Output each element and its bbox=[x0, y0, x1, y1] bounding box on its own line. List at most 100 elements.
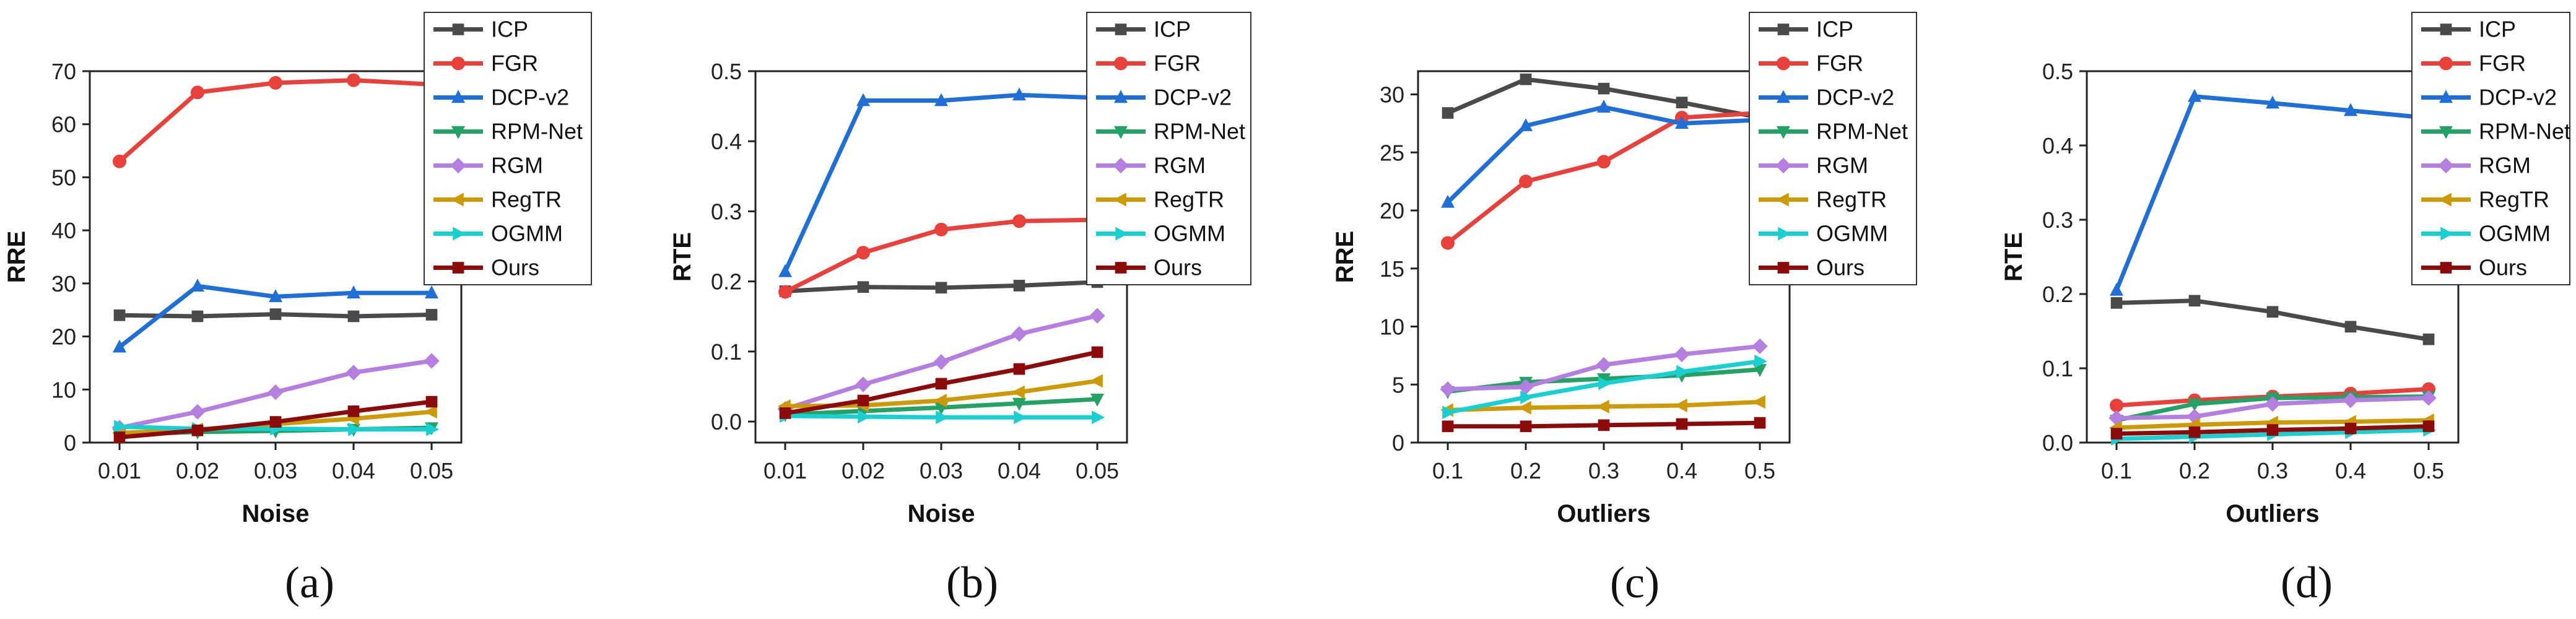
x-axis-label: Noise bbox=[242, 500, 310, 527]
legend-item: RPM-Net bbox=[1759, 119, 1908, 144]
data-point bbox=[1013, 280, 1025, 292]
data-point bbox=[191, 424, 204, 436]
legend-item: ICP bbox=[2421, 17, 2516, 42]
series-ogmm bbox=[1442, 354, 1768, 420]
legend-marker bbox=[1777, 56, 1790, 71]
legend-marker bbox=[452, 24, 464, 35]
legend-item: RGM bbox=[2421, 153, 2531, 178]
x-tick-label: 0.5 bbox=[2413, 458, 2444, 483]
chart-c: 0 5 10 15 20 25 30 0.1 0.2 0.3 0.4 0.5 Outliers RRE IC… bbox=[1331, 12, 1917, 607]
y-tick-label: 0.0 bbox=[711, 409, 742, 435]
legend-item: Ours bbox=[2421, 255, 2527, 280]
data-point bbox=[1752, 338, 1768, 355]
legend-label: RPM-Net bbox=[2479, 119, 2570, 144]
legend-item: DCP-v2 bbox=[2421, 85, 2557, 110]
legend-marker bbox=[1115, 24, 1127, 35]
y-axis-label: RTE bbox=[669, 232, 696, 282]
data-point bbox=[1519, 175, 1533, 189]
legend-marker bbox=[2440, 24, 2452, 35]
legend-marker bbox=[1777, 24, 1790, 35]
data-point bbox=[857, 281, 869, 293]
data-point bbox=[1441, 194, 1455, 208]
series-line bbox=[1446, 111, 1760, 245]
data-point bbox=[2344, 321, 2357, 333]
y-tick-label: 50 bbox=[51, 165, 76, 190]
legend-marker bbox=[2439, 56, 2453, 71]
legend-marker bbox=[1113, 157, 1129, 174]
legend-label: RegTR bbox=[1154, 187, 1224, 212]
series-ours bbox=[113, 396, 438, 443]
y-tick-label: 5 bbox=[1392, 372, 1404, 397]
y-tick-label: 0.3 bbox=[711, 199, 742, 224]
data-point bbox=[2421, 390, 2437, 406]
legend-item: RGM bbox=[1759, 153, 1868, 178]
y-axis-label: RRE bbox=[1331, 231, 1359, 283]
data-point bbox=[191, 310, 204, 322]
data-point bbox=[1440, 381, 1456, 397]
legend-item: ICP bbox=[1759, 17, 1853, 42]
x-tick-label: 0.4 bbox=[1666, 458, 1697, 483]
legend-item: FGR bbox=[1759, 51, 1863, 76]
legend-label: RegTR bbox=[1816, 187, 1887, 212]
legend-label: DCP-v2 bbox=[491, 85, 569, 110]
legend-item: ICP bbox=[1096, 17, 1191, 42]
x-tick-label: 0.05 bbox=[410, 458, 453, 483]
legend-item: RPM-Net bbox=[2421, 119, 2570, 144]
legend-item: DCP-v2 bbox=[1759, 85, 1894, 110]
data-point bbox=[1442, 107, 1454, 119]
y-tick-label: 30 bbox=[51, 271, 76, 297]
series-fgr bbox=[113, 73, 438, 168]
data-point bbox=[1598, 419, 1610, 431]
y-tick-label: 0.5 bbox=[2042, 59, 2073, 84]
legend-item: DCP-v2 bbox=[433, 85, 569, 110]
legend-item: RegTR bbox=[1096, 187, 1224, 212]
data-point bbox=[2110, 297, 2123, 309]
series-icp bbox=[2110, 295, 2435, 345]
legend-label: ICP bbox=[491, 17, 528, 42]
data-point bbox=[1676, 97, 1688, 108]
legend-item: FGR bbox=[433, 51, 538, 76]
data-point bbox=[2188, 426, 2201, 438]
data-point bbox=[425, 396, 438, 408]
legend-marker bbox=[1115, 262, 1127, 274]
legend-marker bbox=[451, 90, 465, 103]
series-ours bbox=[2110, 420, 2435, 439]
y-axis-label: RRE bbox=[3, 231, 30, 283]
subfigure-caption: (d) bbox=[2281, 558, 2333, 607]
legend-marker bbox=[451, 56, 465, 71]
x-axis-label: Noise bbox=[908, 500, 975, 527]
data-point bbox=[2108, 410, 2125, 426]
legend-label: RGM bbox=[1816, 153, 1868, 178]
legend-label: RGM bbox=[2479, 153, 2531, 178]
data-point bbox=[347, 405, 360, 417]
data-point bbox=[269, 416, 282, 428]
data-point bbox=[779, 407, 791, 419]
data-point bbox=[1520, 420, 1532, 433]
legend-marker bbox=[1777, 262, 1790, 274]
series-ours bbox=[779, 346, 1103, 419]
data-point bbox=[346, 365, 362, 381]
y-tick-label: 30 bbox=[1380, 82, 1404, 108]
legend-label: OGMM bbox=[1154, 221, 1225, 246]
data-point bbox=[1754, 417, 1766, 429]
legend-marker bbox=[451, 126, 465, 139]
legend-label: RGM bbox=[491, 153, 543, 178]
legend-marker bbox=[452, 262, 464, 274]
legend-item: RGM bbox=[433, 153, 543, 178]
legend-marker bbox=[1777, 126, 1790, 139]
legend-marker bbox=[1114, 56, 1128, 71]
x-tick-label: 0.2 bbox=[1510, 458, 1541, 483]
data-point bbox=[855, 376, 871, 392]
legend-label: DCP-v2 bbox=[1154, 85, 1232, 110]
series-icp bbox=[113, 308, 438, 322]
data-point bbox=[1520, 73, 1532, 85]
data-point bbox=[935, 282, 947, 294]
x-tick-label: 0.01 bbox=[98, 458, 141, 483]
legend-label: DCP-v2 bbox=[2479, 85, 2557, 110]
data-point bbox=[1598, 82, 1610, 95]
data-point bbox=[113, 339, 126, 353]
legend-marker bbox=[1114, 90, 1128, 103]
x-tick-label: 0.1 bbox=[1432, 458, 1463, 483]
subfigure-caption: (a) bbox=[285, 558, 334, 607]
